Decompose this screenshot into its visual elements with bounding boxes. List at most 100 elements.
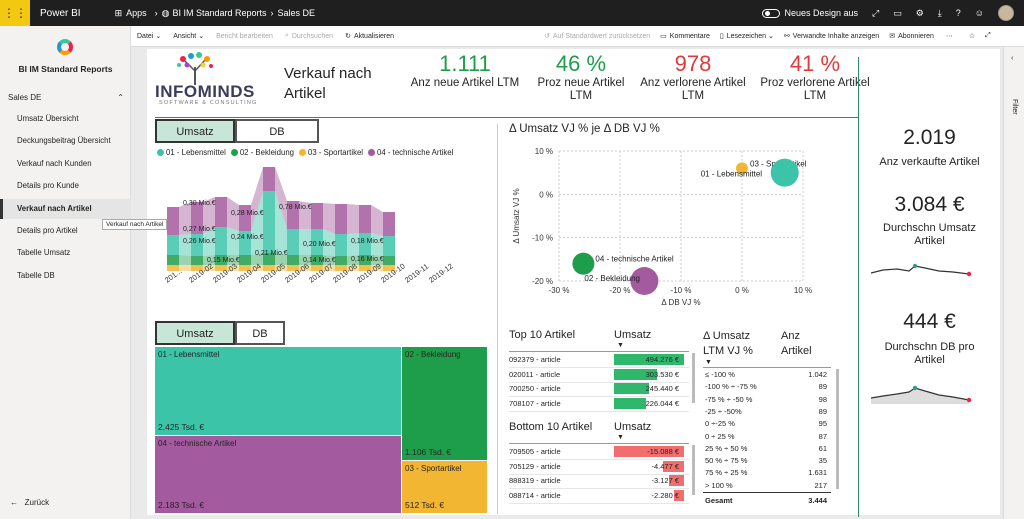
ribbon-segment[interactable] [311, 265, 323, 271]
sidebar-item[interactable]: Deckungsbeitrag Übersicht [17, 136, 111, 146]
umsatz-toggle-button-2[interactable]: Umsatz [155, 321, 235, 345]
table-row[interactable]: > 100 % 217 [705, 480, 827, 490]
table-row[interactable]: 75 % ÷ 25 % 1.631 [705, 468, 827, 478]
help-icon[interactable]: ? [955, 8, 961, 18]
edit-report-button[interactable]: Bericht bearbeiten [216, 32, 273, 40]
ribbon-segment[interactable] [215, 197, 227, 227]
legend-item[interactable]: 02 - Bekleidung [230, 148, 294, 157]
sidebar-section[interactable]: Sales DE ⌃ [8, 93, 124, 102]
legend-item[interactable]: 04 - technische Artikel [368, 148, 453, 157]
ribbon-segment[interactable] [239, 255, 251, 265]
download-icon[interactable]: ⤓ [937, 7, 942, 18]
chat-icon[interactable]: ▭ [893, 7, 902, 18]
apps-icon[interactable]: ⊞ [114, 7, 123, 18]
breadcrumb-report[interactable]: BI IM Standard Reports [172, 8, 267, 18]
ribbon-segment[interactable] [359, 233, 371, 255]
table-row[interactable]: 50 % ÷ 75 % 35 [705, 456, 827, 466]
sidebar-item[interactable]: Details pro Kunde [17, 181, 79, 191]
ribbon-segment[interactable] [383, 236, 395, 256]
favorite-icon[interactable]: ☆ [968, 33, 976, 40]
related-content-button[interactable]: Verwandte Inhalte anzeigen [792, 32, 880, 40]
gear-icon[interactable]: ⚙ [915, 7, 924, 18]
table-row[interactable]: -25 ÷ -50% 89 [705, 406, 827, 416]
sidebar-item[interactable]: Umsatz Übersicht [17, 114, 79, 123]
scrollbar[interactable] [692, 353, 695, 403]
table-header[interactable]: Top 10 Artikel [509, 329, 576, 341]
ribbon-segment[interactable] [215, 227, 227, 255]
ribbon-segment[interactable] [191, 234, 203, 256]
expand-icon[interactable]: ⤢ [872, 7, 880, 18]
ribbon-segment[interactable] [287, 201, 299, 229]
apps-link[interactable]: Apps [126, 8, 147, 18]
table-row[interactable]: 888319 - article -3.127 € [509, 474, 689, 488]
legend-item[interactable]: 03 - Sportartikel [299, 148, 363, 157]
scatter-point[interactable] [736, 162, 748, 175]
ribbon-segment[interactable] [167, 265, 179, 271]
filter-pane[interactable]: ‹ Filter [1003, 47, 1024, 519]
reset-default-button[interactable]: Auf Standardwert zurücksetzen [552, 32, 651, 40]
table-row[interactable]: 708107 - article 226.044 € [509, 397, 679, 409]
ribbon-segment[interactable] [335, 234, 347, 256]
table-row[interactable]: 088714 - article -2.280 € [509, 489, 689, 503]
ribbon-segment[interactable] [359, 205, 371, 233]
table-row[interactable]: ≤ -100 % 1.042 [705, 370, 827, 379]
ribbon-segment[interactable] [263, 253, 275, 265]
ribbon-segment[interactable] [335, 256, 347, 265]
legend-item[interactable]: 01 - Lebensmittel [157, 148, 226, 157]
avatar[interactable] [998, 5, 1014, 21]
db-toggle-button[interactable]: DB [235, 119, 319, 143]
ribbon-segment[interactable] [311, 229, 323, 255]
smiley-icon[interactable]: ☺ [974, 8, 984, 18]
ribbon-segment[interactable] [311, 203, 323, 229]
ribbon-segment[interactable] [215, 265, 227, 271]
table-row[interactable]: 705129 - article -4.477 € [509, 460, 689, 474]
scatter-point[interactable] [572, 252, 595, 275]
scatter-point[interactable] [770, 158, 799, 187]
ribbon-segment[interactable] [191, 256, 203, 265]
table-row[interactable]: 25 % ÷ 50 % 61 [705, 443, 827, 453]
table-row[interactable]: 709505 - article -15.088 € [509, 445, 689, 459]
sidebar-item[interactable]: Details pro Artikel [17, 226, 78, 235]
bookmarks-button[interactable]: Lesezeichen [726, 32, 767, 40]
treemap-lebensmittel[interactable]: 01 - Lebensmittel 2.425 Tsd. € [155, 347, 401, 435]
ribbon-segment[interactable] [383, 256, 395, 265]
ribbon-segment[interactable] [359, 255, 371, 265]
scrollbar[interactable] [836, 369, 839, 489]
sidebar-item[interactable]: Verkauf nach Artikel [0, 198, 131, 219]
table-row[interactable]: 0 ÷ 25 % 87 [705, 431, 827, 441]
sidebar-item[interactable]: Tabelle Umsatz [17, 248, 71, 258]
table-header[interactable]: Bottom 10 Artikel [509, 421, 593, 433]
scrollbar[interactable] [692, 445, 695, 495]
ribbon-segment[interactable] [383, 212, 395, 236]
comments-button[interactable]: Kommentare [669, 32, 710, 40]
table-row[interactable]: -75 % ÷ -50 % 98 [705, 394, 827, 404]
scatter-point[interactable] [630, 267, 659, 295]
ribbon-segment[interactable] [191, 202, 203, 234]
ribbon-segment[interactable] [263, 167, 275, 191]
sidebar-item[interactable]: Tabelle DB [17, 270, 55, 280]
more-icon[interactable]: ⋯ [945, 33, 953, 40]
table-header[interactable]: Δ Umsatz LTM VJ % [703, 330, 753, 357]
ribbon-segment[interactable] [383, 265, 395, 271]
ribbon-segment[interactable] [287, 229, 299, 255]
subscribe-button[interactable]: Abonnieren [898, 32, 934, 40]
menu-ansicht[interactable]: Ansicht [173, 32, 197, 40]
fullscreen-icon[interactable]: ⤢ [985, 32, 991, 39]
table-header[interactable]: Anz Artikel [781, 330, 812, 357]
treemap-sportartikel[interactable]: 03 - Sportartikel 512 Tsd. € [402, 461, 487, 513]
umsatz-toggle-button[interactable]: Umsatz [155, 119, 235, 143]
table-row[interactable]: -100 % ÷ -75 % 89 [705, 382, 827, 392]
ribbon-segment[interactable] [311, 255, 323, 265]
table-header[interactable]: Umsatz [614, 421, 652, 433]
table-row[interactable]: 092379 - article 494.276 € [509, 353, 689, 367]
ribbon-segment[interactable] [239, 205, 251, 231]
ribbon-segment[interactable] [287, 255, 299, 265]
ribbon-segment[interactable] [215, 255, 227, 265]
ribbon-segment[interactable] [335, 265, 347, 271]
explore-button[interactable]: Durchsuchen [291, 32, 334, 40]
waffle-icon[interactable]: ⋮⋮ [0, 0, 30, 26]
ribbon-segment[interactable] [335, 204, 347, 234]
table-row[interactable]: 020011 - article 303.530 € [509, 368, 679, 380]
refresh-button[interactable]: Aktualisieren [353, 32, 395, 40]
treemap-bekleidung[interactable]: 02 - Bekleidung 1.106 Tsd. € [402, 347, 487, 460]
